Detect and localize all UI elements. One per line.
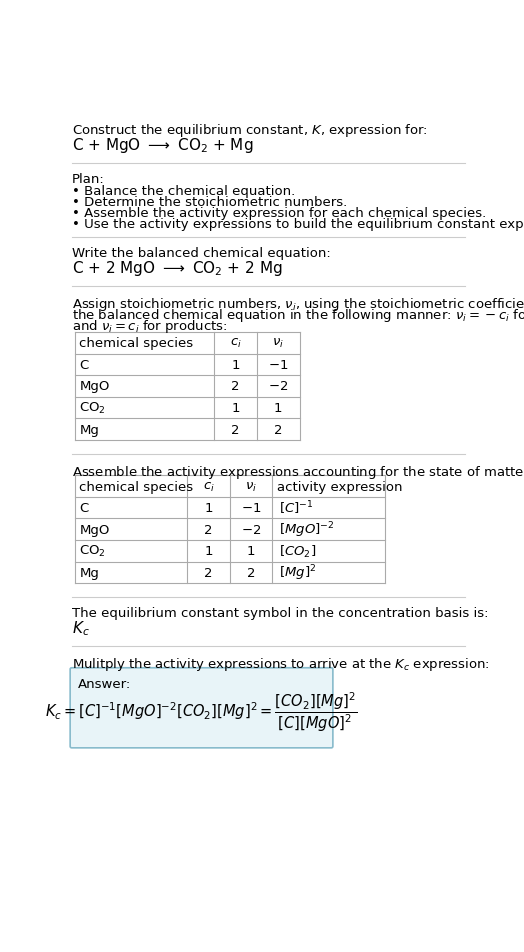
Text: 2: 2 (204, 566, 213, 579)
Text: The equilibrium constant symbol in the concentration basis is:: The equilibrium constant symbol in the c… (72, 606, 488, 620)
Text: $[CO_2]$: $[CO_2]$ (279, 543, 316, 559)
Text: 1: 1 (232, 402, 240, 414)
Text: 2: 2 (247, 566, 255, 579)
Text: $-2$: $-2$ (241, 523, 261, 536)
Text: Plan:: Plan: (72, 172, 104, 186)
Text: $-1$: $-1$ (241, 502, 261, 515)
Text: $c_i$: $c_i$ (203, 480, 214, 493)
Text: $-1$: $-1$ (268, 359, 288, 371)
Text: 2: 2 (232, 380, 240, 393)
Text: and $\nu_i = c_i$ for products:: and $\nu_i = c_i$ for products: (72, 317, 227, 334)
Text: $c_i$: $c_i$ (230, 337, 242, 350)
Text: the balanced chemical equation in the following manner: $\nu_i = -c_i$ for react: the balanced chemical equation in the fo… (72, 307, 524, 324)
Text: Answer:: Answer: (78, 677, 131, 690)
Text: Assign stoichiometric numbers, $\nu_i$, using the stoichiometric coefficients, $: Assign stoichiometric numbers, $\nu_i$, … (72, 296, 524, 313)
Text: 1: 1 (247, 545, 255, 558)
Text: Mulitply the activity expressions to arrive at the $K_c$ expression:: Mulitply the activity expressions to arr… (72, 656, 489, 673)
Text: activity expression: activity expression (277, 480, 402, 493)
Text: C: C (80, 359, 89, 371)
Text: Construct the equilibrium constant, $K$, expression for:: Construct the equilibrium constant, $K$,… (72, 122, 428, 139)
Text: 1: 1 (232, 359, 240, 371)
Text: $[C]^{-1}$: $[C]^{-1}$ (279, 499, 313, 517)
Text: Mg: Mg (80, 566, 100, 579)
Text: • Assemble the activity expression for each chemical species.: • Assemble the activity expression for e… (72, 207, 486, 220)
Text: $[MgO]^{-2}$: $[MgO]^{-2}$ (279, 520, 334, 540)
Text: $\nu_i$: $\nu_i$ (245, 480, 257, 493)
Text: $-2$: $-2$ (268, 380, 288, 393)
Text: Write the balanced chemical equation:: Write the balanced chemical equation: (72, 247, 331, 260)
Text: $\nu_i$: $\nu_i$ (272, 337, 284, 350)
Text: 1: 1 (204, 502, 213, 515)
Text: Mg: Mg (80, 423, 100, 436)
Text: $K_c = \left[C\right]^{-1}\left[MgO\right]^{-2}\left[CO_2\right]\left[Mg\right]^: $K_c = \left[C\right]^{-1}\left[MgO\righ… (45, 689, 358, 733)
Text: 1: 1 (204, 545, 213, 558)
Text: $[Mg]^2$: $[Mg]^2$ (279, 563, 316, 583)
Text: chemical species: chemical species (80, 337, 193, 350)
Text: Assemble the activity expressions accounting for the state of matter and $\nu_i$: Assemble the activity expressions accoun… (72, 464, 524, 481)
Text: 1: 1 (274, 402, 282, 414)
Text: C + 2 MgO $\longrightarrow$ CO$_2$ + 2 Mg: C + 2 MgO $\longrightarrow$ CO$_2$ + 2 M… (72, 259, 282, 278)
Text: 2: 2 (274, 423, 282, 436)
Text: MgO: MgO (80, 380, 110, 393)
Text: 2: 2 (232, 423, 240, 436)
Text: CO$_2$: CO$_2$ (80, 544, 106, 559)
Text: $K_c$: $K_c$ (72, 619, 90, 638)
Text: chemical species: chemical species (80, 480, 193, 493)
Text: C + MgO $\longrightarrow$ CO$_2$ + Mg: C + MgO $\longrightarrow$ CO$_2$ + Mg (72, 136, 253, 155)
FancyBboxPatch shape (70, 668, 333, 748)
Text: MgO: MgO (80, 523, 110, 536)
Text: C: C (80, 502, 89, 515)
Text: • Use the activity expressions to build the equilibrium constant expression.: • Use the activity expressions to build … (72, 217, 524, 230)
Text: 2: 2 (204, 523, 213, 536)
Text: • Determine the stoichiometric numbers.: • Determine the stoichiometric numbers. (72, 196, 347, 208)
Text: CO$_2$: CO$_2$ (80, 401, 106, 416)
Text: • Balance the chemical equation.: • Balance the chemical equation. (72, 185, 295, 198)
